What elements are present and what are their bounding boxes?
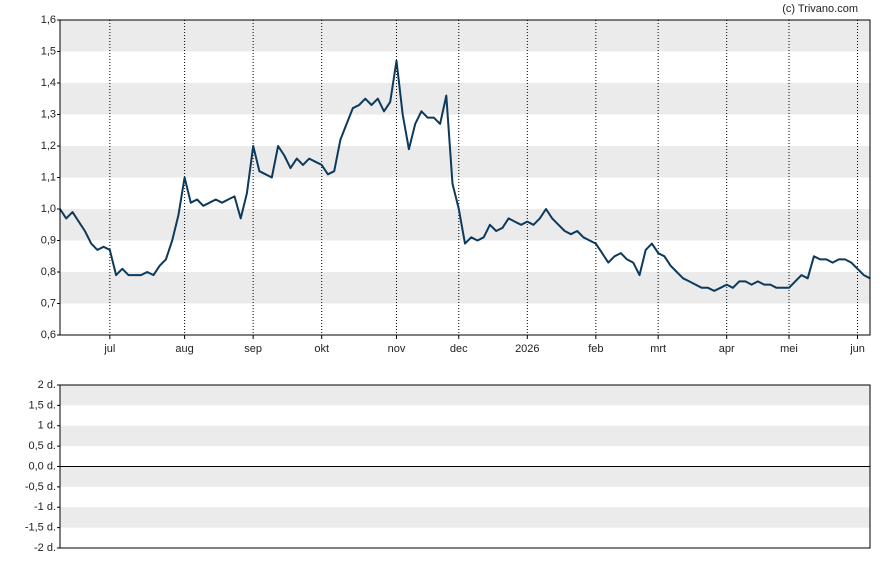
- y-tick-label: 1,0: [41, 203, 56, 215]
- price-line: [59, 59, 871, 292]
- x-tick-label: feb: [588, 343, 603, 355]
- y-tick-label: 1,4: [41, 77, 56, 89]
- y-tick-label: 0,0 d.: [28, 460, 56, 472]
- y-tick-label: 0,7: [41, 297, 56, 309]
- y-tick-label: 0,6: [41, 329, 56, 341]
- grid-band: [60, 466, 870, 487]
- y-tick-label: 2 d.: [38, 379, 56, 391]
- grid-band: [60, 385, 870, 406]
- grid-band: [60, 83, 870, 115]
- y-tick-label: -2 d.: [34, 542, 56, 554]
- x-tick-label: dec: [450, 343, 468, 355]
- source-label: (c) Trivano.com: [782, 3, 858, 15]
- x-tick-label: okt: [314, 343, 329, 355]
- y-tick-label: 1,5 d.: [28, 399, 56, 411]
- x-tick-label: sep: [244, 343, 262, 355]
- y-tick-label: 0,8: [41, 266, 56, 278]
- x-tick-label: 2026: [515, 343, 539, 355]
- grid-band: [60, 209, 870, 241]
- grid-band: [60, 20, 870, 52]
- y-tick-label: 1,3: [41, 108, 56, 120]
- y-tick-label: 0,5 d.: [28, 440, 56, 452]
- grid-band: [60, 272, 870, 304]
- y-tick-label: 1,5: [41, 45, 56, 57]
- x-tick-label: apr: [719, 343, 735, 355]
- plot-frame: [59, 384, 871, 549]
- plot-frame: [59, 19, 871, 336]
- y-tick-label: 1,1: [41, 171, 56, 183]
- y-tick-label: 1,2: [41, 140, 56, 152]
- x-tick-label: mrt: [650, 343, 666, 355]
- x-tick-label: jun: [849, 343, 865, 355]
- grid-band: [60, 425, 870, 447]
- x-tick-label: mei: [780, 343, 798, 355]
- grid-band: [60, 146, 870, 178]
- grid-band: [60, 507, 870, 528]
- y-tick-label: 0,9: [41, 234, 56, 246]
- x-tick-label: aug: [175, 343, 193, 355]
- y-tick-label: -1 d.: [34, 501, 56, 513]
- y-tick-label: 1,6: [41, 14, 56, 26]
- y-tick-label: 1 d.: [38, 420, 56, 432]
- y-tick-label: -1,5 d.: [25, 522, 56, 534]
- x-tick-label: nov: [388, 343, 406, 355]
- y-tick-label: -0,5 d.: [25, 481, 56, 493]
- x-tick-label: jul: [103, 343, 115, 355]
